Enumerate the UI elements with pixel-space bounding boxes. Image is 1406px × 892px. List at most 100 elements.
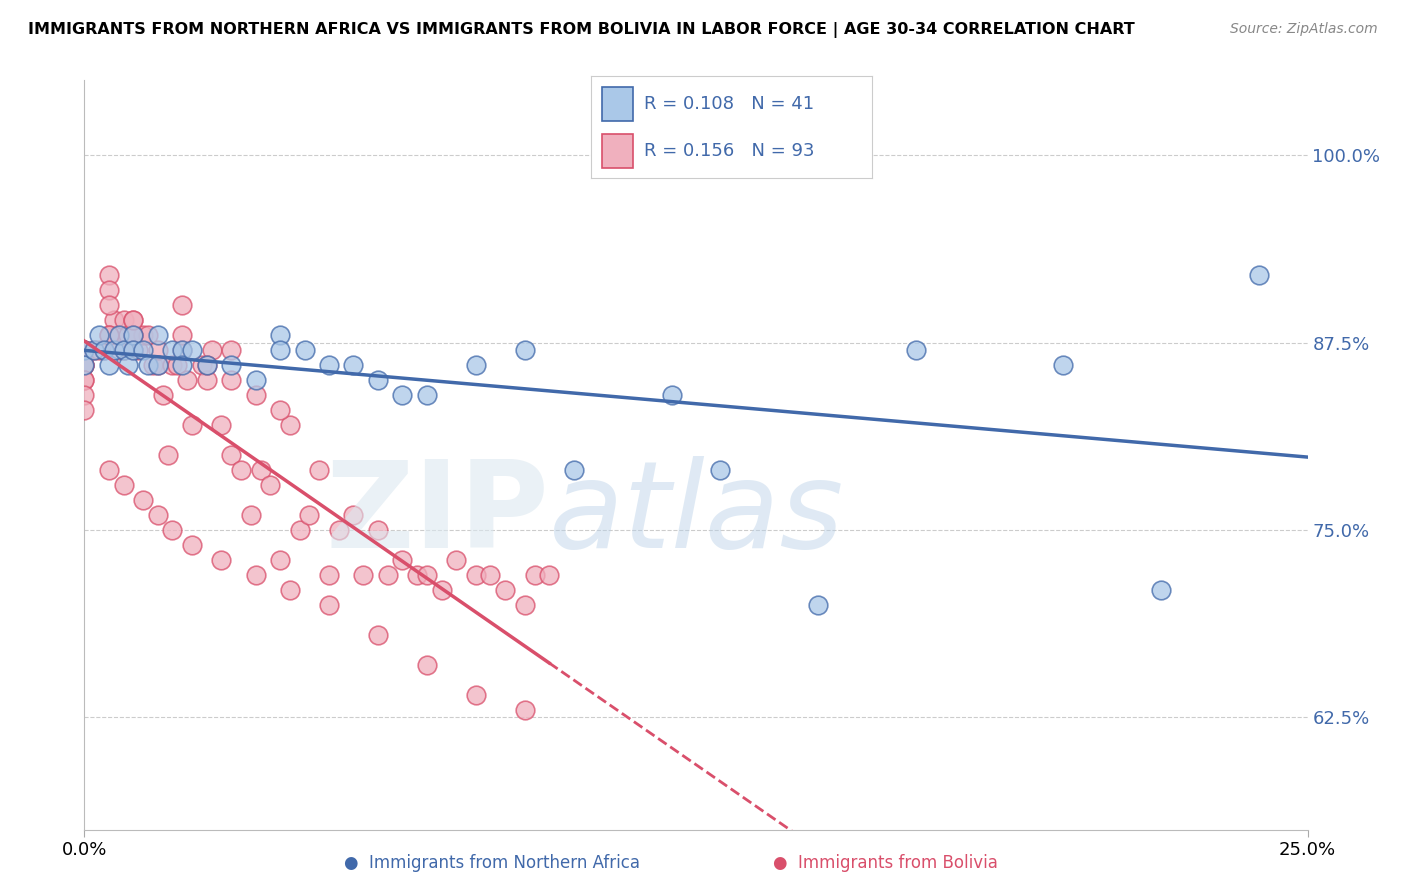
Point — [83, 343, 105, 357]
Point — [562, 463, 585, 477]
Point — [132, 343, 155, 357]
Point — [444, 553, 467, 567]
Point — [513, 343, 536, 357]
Point — [661, 388, 683, 402]
Point — [132, 328, 155, 343]
Point — [249, 463, 271, 477]
Point — [73, 358, 96, 372]
Point — [166, 358, 188, 372]
Text: ●  Immigrants from Northern Africa: ● Immigrants from Northern Africa — [344, 855, 640, 872]
Point — [219, 448, 242, 462]
Point — [112, 478, 135, 492]
Point — [97, 328, 120, 343]
Point — [87, 328, 110, 343]
Point — [97, 283, 120, 297]
Point — [73, 358, 96, 372]
Point — [181, 343, 204, 357]
Point — [97, 358, 120, 372]
Point — [127, 343, 149, 357]
Point — [416, 657, 439, 672]
Point — [103, 313, 125, 327]
Point — [181, 417, 204, 432]
Point — [464, 688, 486, 702]
Point — [107, 343, 129, 357]
Point — [328, 523, 350, 537]
Point — [172, 343, 194, 357]
FancyBboxPatch shape — [602, 87, 633, 121]
Point — [191, 358, 214, 372]
Point — [103, 343, 125, 357]
Point — [122, 343, 145, 357]
Point — [318, 598, 340, 612]
Text: atlas: atlas — [550, 457, 845, 574]
Point — [112, 343, 135, 357]
Point — [132, 492, 155, 507]
Point — [239, 508, 262, 522]
Point — [97, 268, 120, 282]
Point — [367, 628, 389, 642]
Point — [219, 358, 242, 372]
Point — [259, 478, 281, 492]
Point — [200, 343, 222, 357]
Point — [122, 313, 145, 327]
Text: Source: ZipAtlas.com: Source: ZipAtlas.com — [1230, 22, 1378, 37]
Point — [308, 463, 330, 477]
Point — [318, 567, 340, 582]
Point — [122, 328, 145, 343]
Point — [406, 567, 429, 582]
Point — [367, 523, 389, 537]
Point — [342, 358, 364, 372]
Point — [513, 703, 536, 717]
Point — [146, 358, 169, 372]
Point — [219, 373, 242, 387]
Point — [494, 582, 516, 597]
Point — [172, 343, 194, 357]
Point — [209, 417, 232, 432]
Point — [146, 343, 169, 357]
Point — [73, 358, 96, 372]
Point — [146, 508, 169, 522]
Point — [269, 328, 291, 343]
Point — [278, 582, 301, 597]
Point — [73, 373, 96, 387]
Point — [416, 567, 439, 582]
Point — [172, 358, 194, 372]
Point — [122, 313, 145, 327]
FancyBboxPatch shape — [602, 135, 633, 168]
Point — [181, 538, 204, 552]
Point — [245, 373, 267, 387]
Point — [112, 343, 135, 357]
Point — [122, 343, 145, 357]
Point — [513, 598, 536, 612]
Text: R = 0.108   N = 41: R = 0.108 N = 41 — [644, 95, 814, 112]
Point — [195, 358, 218, 372]
Point — [73, 343, 96, 357]
Point — [298, 508, 321, 522]
Text: IMMIGRANTS FROM NORTHERN AFRICA VS IMMIGRANTS FROM BOLIVIA IN LABOR FORCE | AGE : IMMIGRANTS FROM NORTHERN AFRICA VS IMMIG… — [28, 22, 1135, 38]
Point — [112, 313, 135, 327]
Point — [172, 298, 194, 312]
Point — [269, 553, 291, 567]
Point — [107, 328, 129, 343]
Point — [73, 403, 96, 417]
Point — [136, 358, 159, 372]
Text: ●  Immigrants from Bolivia: ● Immigrants from Bolivia — [773, 855, 998, 872]
Point — [391, 553, 413, 567]
Point — [318, 358, 340, 372]
Point — [209, 553, 232, 567]
Point — [245, 388, 267, 402]
Point — [1247, 268, 1270, 282]
Point — [117, 358, 139, 372]
Point — [73, 358, 96, 372]
Point — [156, 448, 179, 462]
Point — [538, 567, 561, 582]
Point — [122, 328, 145, 343]
Point — [97, 328, 120, 343]
Point — [523, 567, 546, 582]
Point — [416, 388, 439, 402]
Point — [709, 463, 731, 477]
Point — [146, 328, 169, 343]
Point — [93, 343, 115, 357]
Point — [73, 373, 96, 387]
Point — [83, 343, 105, 357]
